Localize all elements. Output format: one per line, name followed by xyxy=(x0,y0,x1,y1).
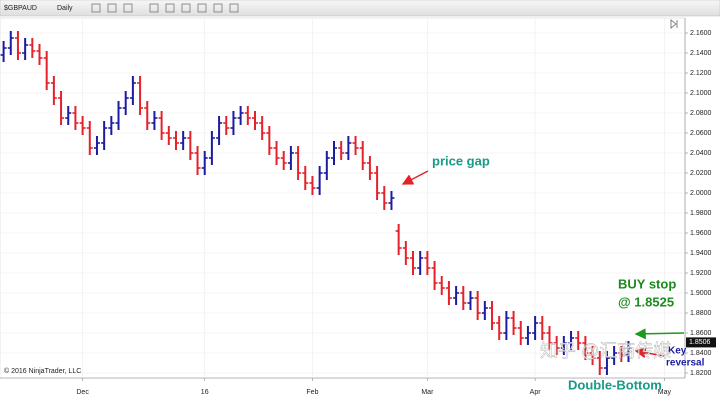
watermark: 知乎 @汇商传媒 xyxy=(540,341,671,361)
y-tick-label: 1.9600 xyxy=(690,230,712,237)
y-tick-label: 2.0600 xyxy=(690,130,712,137)
plot-area xyxy=(0,17,686,379)
grid xyxy=(0,18,685,378)
copyright: © 2016 NinjaTrader, LLC xyxy=(4,367,81,375)
y-tick-label: 2.0000 xyxy=(690,190,712,197)
y-tick-label: 2.1400 xyxy=(690,50,712,57)
y-tick-label: 1.9800 xyxy=(690,210,712,217)
arrow xyxy=(401,170,429,185)
y-tick-label: 2.1200 xyxy=(690,70,712,77)
annotation: BUY stop xyxy=(618,276,676,291)
y-tick-label: 1.8200 xyxy=(690,370,712,377)
x-tick-label: May xyxy=(658,389,672,396)
x-tick-label: Apr xyxy=(530,389,542,396)
x-tick-label: 16 xyxy=(201,389,209,396)
y-tick-label: 1.9400 xyxy=(690,250,712,257)
y-tick-label: 1.8800 xyxy=(690,310,712,317)
toolbar-icons[interactable] xyxy=(91,3,239,13)
toolbar xyxy=(0,0,720,17)
symbol-selector[interactable]: $GBPAUD xyxy=(4,5,37,12)
last-price-box xyxy=(686,337,716,348)
bars xyxy=(0,31,632,375)
y-tick-label: 1.8600 xyxy=(690,330,712,337)
annotation: @ 1.8525 xyxy=(618,294,674,309)
annotation: Key xyxy=(668,346,687,357)
annotation: Double-Bottom xyxy=(568,377,662,392)
y-tick-label: 2.0800 xyxy=(690,110,712,117)
y-tick-label: 1.8400 xyxy=(690,350,712,357)
y-tick-label: 1.9200 xyxy=(690,270,712,277)
x-tick-label: Mar xyxy=(421,389,434,396)
y-tick-label: 2.1000 xyxy=(690,90,712,97)
interval-selector[interactable]: Daily xyxy=(57,5,73,12)
annotation: price gap xyxy=(432,153,490,168)
y-tick-label: 2.0200 xyxy=(690,170,712,177)
y-tick-label: 2.1600 xyxy=(690,30,712,37)
scroll-end-button[interactable] xyxy=(670,19,678,29)
y-tick-label: 2.0400 xyxy=(690,150,712,157)
annotation: reversal xyxy=(666,358,705,369)
x-tick-label: Feb xyxy=(306,389,318,396)
arrow xyxy=(634,328,685,340)
y-tick-label: 1.9000 xyxy=(690,290,712,297)
x-tick-label: Dec xyxy=(76,389,89,396)
arrow xyxy=(634,347,665,359)
last-price-label: 1.8506 xyxy=(689,339,711,346)
